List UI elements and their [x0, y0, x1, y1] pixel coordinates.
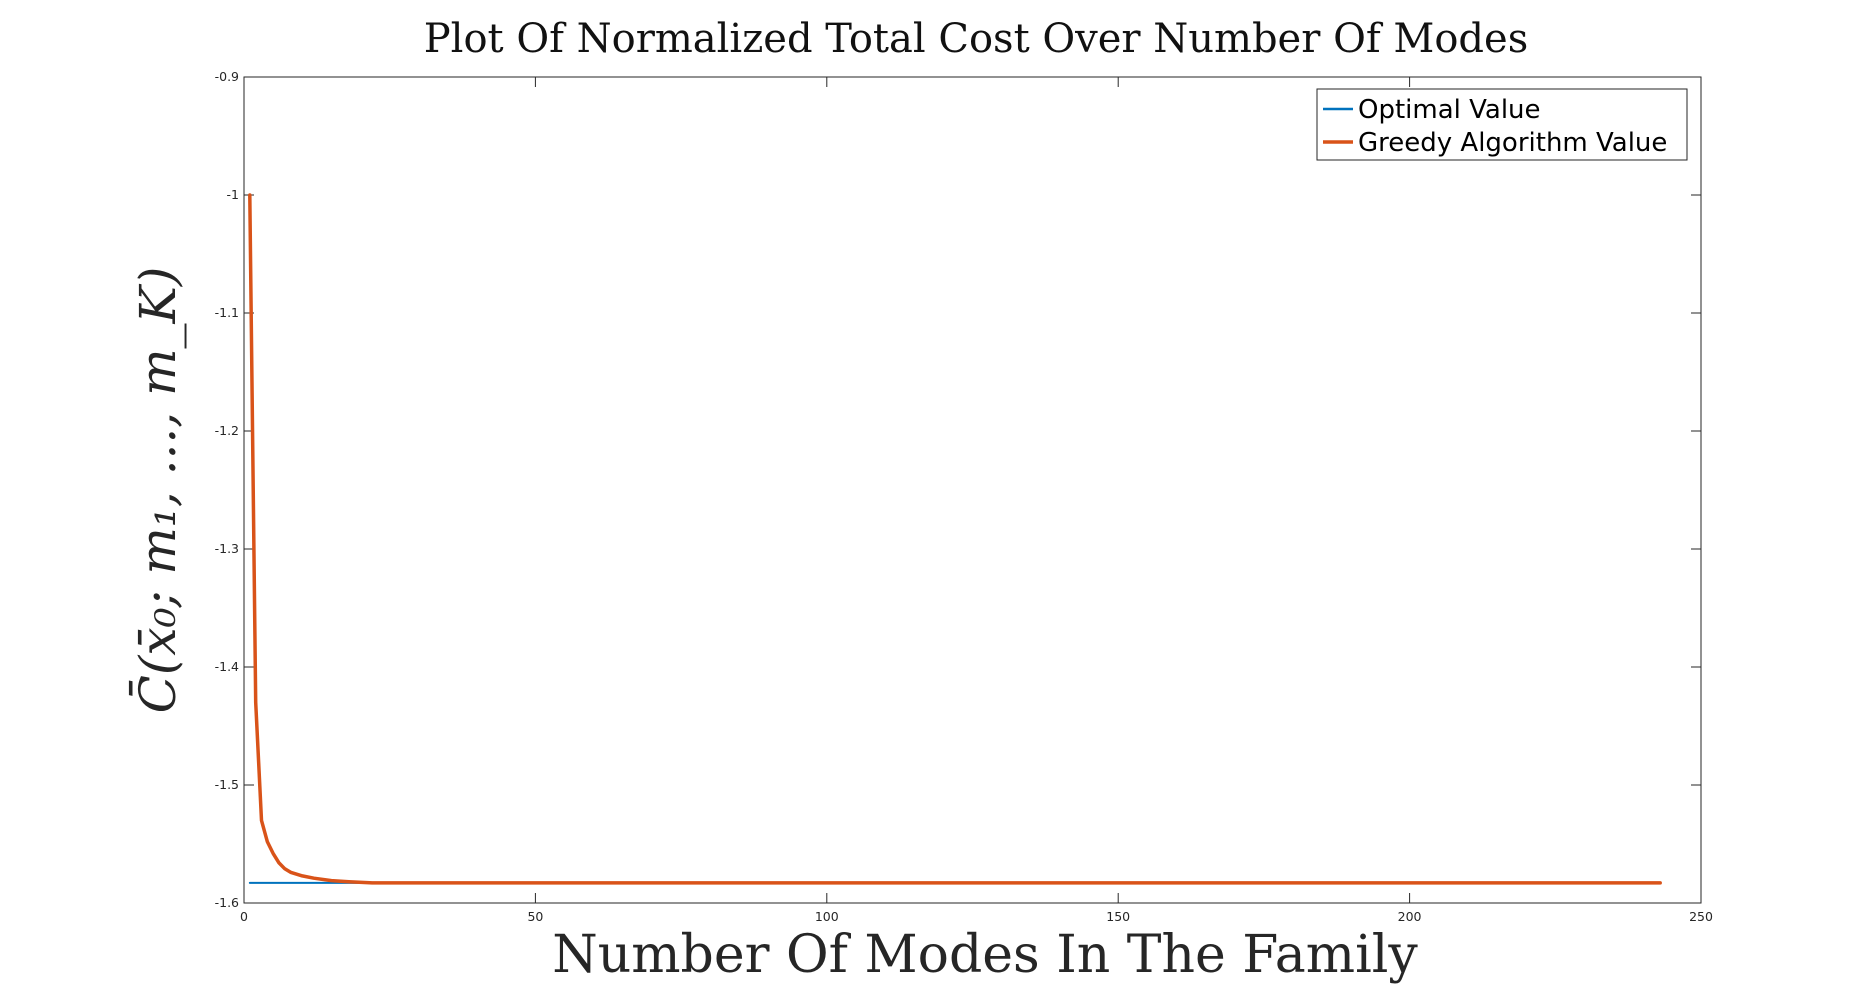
- series-lines: [248, 193, 1662, 885]
- legend-label: Optimal Value: [1358, 95, 1541, 125]
- x-tick-label: 100: [815, 909, 839, 924]
- series-line-greedy-algorithm-value: [248, 193, 1662, 885]
- x-tick-label: 0: [240, 909, 248, 924]
- y-tick-label: -1.5: [215, 777, 239, 792]
- x-tick-label: 50: [527, 909, 543, 924]
- x-tick-label: 250: [1689, 909, 1713, 924]
- y-tick-label: -1.4: [215, 659, 239, 674]
- plot-area: [243, 76, 1702, 904]
- legend-label: Greedy Algorithm Value: [1358, 128, 1667, 158]
- y-tick-label: -0.9: [215, 69, 239, 84]
- x-tick-label: 200: [1398, 909, 1422, 924]
- y-axis-label: C̄(x̄₀; m₁, ..., m_K): [128, 267, 187, 714]
- legend-box: [1316, 88, 1688, 161]
- chart-title: Plot Of Normalized Total Cost Over Numbe…: [424, 16, 1528, 62]
- y-tick-label: -1.3: [215, 541, 239, 556]
- y-tick-label: -1.1: [215, 305, 239, 320]
- x-axis-label: Number Of Modes In The Family: [552, 925, 1418, 985]
- y-tick-label: -1: [227, 187, 239, 202]
- axis-ticks: 0 50 100 150 200 250 -0.9 -1 -1.1 -1.2 -1.3 -1.4 -1.…: [215, 69, 1713, 924]
- x-tick-label: 150: [1106, 909, 1130, 924]
- y-tick-label: -1.2: [215, 423, 239, 438]
- y-tick-label: -1.6: [215, 895, 239, 910]
